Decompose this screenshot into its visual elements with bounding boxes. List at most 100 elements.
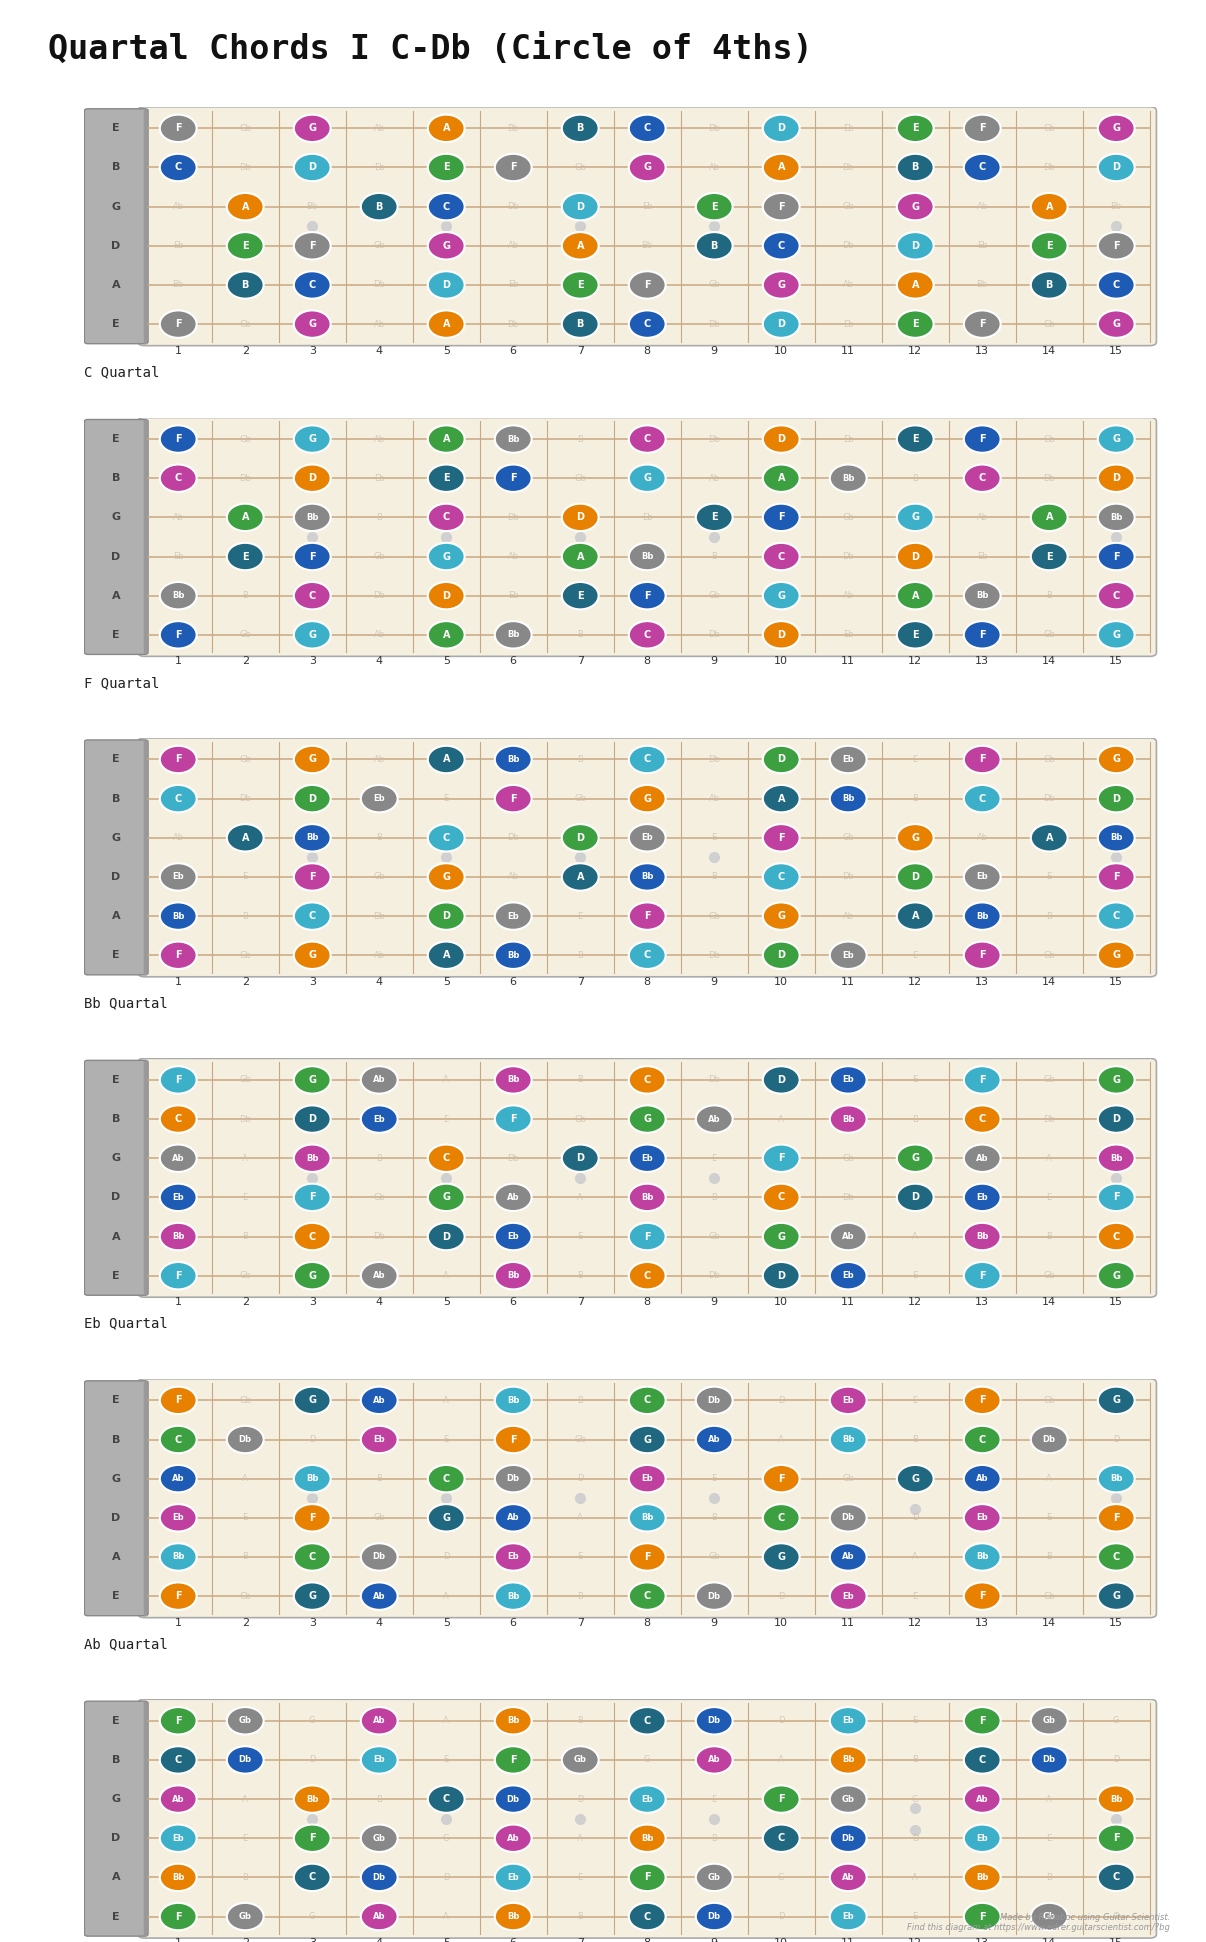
Text: 1: 1 bbox=[175, 1297, 182, 1307]
Text: E: E bbox=[912, 318, 919, 328]
Text: A: A bbox=[241, 513, 248, 522]
Text: G: G bbox=[912, 1154, 919, 1163]
Text: B: B bbox=[712, 1192, 718, 1202]
Ellipse shape bbox=[964, 864, 1001, 891]
Text: B: B bbox=[376, 1794, 382, 1804]
Text: Ab: Ab bbox=[373, 1076, 386, 1084]
Text: D: D bbox=[576, 1154, 584, 1163]
FancyBboxPatch shape bbox=[137, 738, 1157, 977]
Text: A: A bbox=[444, 1717, 449, 1724]
Ellipse shape bbox=[159, 1144, 197, 1171]
Text: Db: Db bbox=[239, 1756, 252, 1765]
Ellipse shape bbox=[696, 1583, 733, 1610]
Text: G: G bbox=[1112, 318, 1120, 328]
Text: Eb: Eb bbox=[977, 1513, 988, 1523]
Text: E: E bbox=[112, 1396, 119, 1406]
Text: 12: 12 bbox=[908, 346, 923, 355]
Text: Quartal Chords I C-Db (Circle of 4ths): Quartal Chords I C-Db (Circle of 4ths) bbox=[48, 33, 813, 66]
Text: F: F bbox=[175, 1076, 182, 1086]
Text: G: G bbox=[443, 552, 450, 561]
Text: A: A bbox=[112, 1872, 121, 1882]
Text: Bb: Bb bbox=[976, 1872, 989, 1882]
Text: Eb: Eb bbox=[843, 755, 854, 763]
Ellipse shape bbox=[494, 1105, 532, 1132]
Text: E: E bbox=[1046, 241, 1053, 251]
Text: E: E bbox=[578, 1231, 582, 1241]
Text: F: F bbox=[979, 629, 985, 639]
Text: E: E bbox=[578, 911, 582, 921]
Text: A: A bbox=[778, 1435, 784, 1445]
Text: E: E bbox=[913, 1272, 918, 1280]
Text: F: F bbox=[778, 513, 785, 522]
Text: G: G bbox=[309, 1396, 316, 1406]
Text: F: F bbox=[1113, 241, 1119, 251]
Text: C: C bbox=[978, 1115, 985, 1124]
Text: E: E bbox=[444, 1435, 449, 1445]
Text: B: B bbox=[912, 1756, 918, 1765]
Ellipse shape bbox=[763, 544, 800, 571]
Ellipse shape bbox=[628, 311, 666, 338]
Ellipse shape bbox=[897, 583, 933, 610]
Text: Ab: Ab bbox=[172, 1474, 185, 1484]
Text: Bb: Bb bbox=[842, 1115, 854, 1124]
Text: E: E bbox=[112, 950, 119, 959]
Ellipse shape bbox=[159, 1544, 197, 1571]
Text: G: G bbox=[777, 1552, 785, 1561]
Ellipse shape bbox=[494, 1825, 532, 1853]
Ellipse shape bbox=[494, 425, 532, 452]
Text: D: D bbox=[576, 833, 584, 843]
Text: D: D bbox=[443, 1552, 450, 1561]
Text: A: A bbox=[241, 202, 248, 212]
Ellipse shape bbox=[964, 1144, 1001, 1171]
Ellipse shape bbox=[159, 1707, 197, 1734]
Ellipse shape bbox=[628, 1707, 666, 1734]
Ellipse shape bbox=[1097, 1544, 1135, 1571]
Ellipse shape bbox=[159, 1785, 197, 1812]
Text: 4: 4 bbox=[375, 1297, 382, 1307]
Ellipse shape bbox=[227, 272, 264, 299]
Ellipse shape bbox=[361, 1746, 398, 1773]
Text: D: D bbox=[777, 1270, 785, 1280]
Text: Ab: Ab bbox=[507, 1513, 520, 1523]
Text: G: G bbox=[1113, 1913, 1119, 1921]
Text: D: D bbox=[778, 1592, 784, 1600]
Text: Ab: Ab bbox=[843, 590, 854, 600]
Text: 4: 4 bbox=[375, 1938, 382, 1942]
Text: 6: 6 bbox=[510, 1618, 516, 1627]
Text: Bb: Bb bbox=[976, 590, 989, 600]
Text: Db: Db bbox=[374, 911, 385, 921]
Text: F: F bbox=[510, 1115, 516, 1124]
Text: E: E bbox=[242, 1833, 248, 1843]
Text: 15: 15 bbox=[1110, 1618, 1123, 1627]
Text: G: G bbox=[912, 1794, 919, 1804]
Ellipse shape bbox=[361, 1583, 398, 1610]
Text: Ab: Ab bbox=[373, 1396, 386, 1404]
Text: B: B bbox=[578, 1272, 584, 1280]
Text: F: F bbox=[175, 1717, 182, 1726]
Text: 6: 6 bbox=[510, 346, 516, 355]
Text: B: B bbox=[112, 163, 121, 173]
Ellipse shape bbox=[696, 1387, 733, 1414]
Ellipse shape bbox=[897, 621, 933, 649]
Text: Db: Db bbox=[842, 552, 854, 561]
Text: Ab: Ab bbox=[508, 552, 519, 561]
Ellipse shape bbox=[1031, 544, 1067, 571]
Text: Eb: Eb bbox=[508, 1552, 519, 1561]
Text: Bb: Bb bbox=[642, 552, 654, 561]
Ellipse shape bbox=[830, 1105, 867, 1132]
Text: 14: 14 bbox=[1042, 656, 1056, 666]
Text: C: C bbox=[175, 474, 182, 484]
Ellipse shape bbox=[897, 272, 933, 299]
Ellipse shape bbox=[494, 1544, 532, 1571]
Text: A: A bbox=[241, 833, 248, 843]
Text: 5: 5 bbox=[443, 977, 450, 987]
Ellipse shape bbox=[628, 1464, 666, 1491]
Ellipse shape bbox=[428, 864, 464, 891]
Text: G: G bbox=[1112, 124, 1120, 134]
Text: B: B bbox=[578, 755, 584, 763]
Ellipse shape bbox=[763, 864, 800, 891]
Ellipse shape bbox=[897, 425, 933, 452]
Text: A: A bbox=[443, 755, 450, 765]
Ellipse shape bbox=[159, 864, 197, 891]
Ellipse shape bbox=[294, 1505, 330, 1532]
